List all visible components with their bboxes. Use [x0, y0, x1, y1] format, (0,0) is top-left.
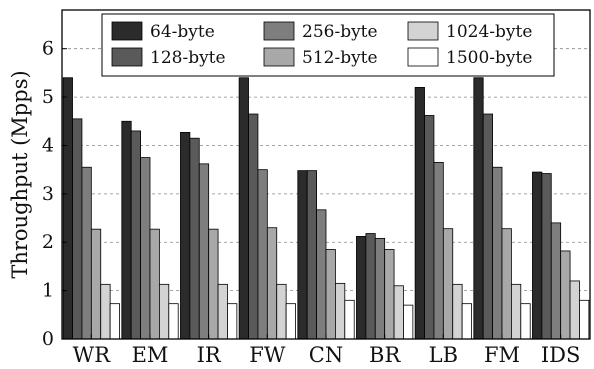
- bar-512-byte-IR: [208, 228, 219, 340]
- bar-1024-byte-IDS: [569, 280, 580, 340]
- x-category-label: BR: [369, 343, 401, 367]
- legend-swatch-256-byte: [263, 21, 295, 41]
- bar-1500-byte-IDS: [579, 299, 590, 340]
- x-category-label: EM: [132, 343, 169, 367]
- bar-64-byte-IDS: [532, 171, 543, 340]
- bar-128-byte-LB: [424, 115, 435, 340]
- bar-64-byte-FW: [238, 77, 249, 340]
- bar-512-byte-EM: [149, 228, 160, 340]
- bar-512-byte-IDS: [560, 250, 571, 340]
- bar-1024-byte-FM: [510, 283, 522, 340]
- legend-swatch-512-byte: [263, 47, 295, 67]
- bar-64-byte-CN: [297, 170, 308, 340]
- x-category-label: FM: [484, 343, 520, 367]
- bar-512-byte-BR: [384, 249, 395, 340]
- bar-64-byte-FM: [473, 77, 484, 340]
- x-category-label: IDS: [541, 343, 581, 367]
- bar-256-byte-FW: [257, 169, 268, 340]
- legend-swatch-64-byte: [111, 21, 143, 41]
- bar-1024-byte-IR: [217, 283, 228, 340]
- legend-label: 512-byte: [302, 48, 378, 68]
- y-tick-label: 3: [42, 183, 54, 205]
- legend-label: 128-byte: [150, 48, 226, 68]
- bar-1500-byte-FM: [520, 303, 531, 340]
- bar-256-byte-EM: [140, 157, 151, 340]
- y-tick-label: 1: [42, 280, 54, 302]
- bar-64-byte-EM: [121, 120, 132, 340]
- y-tick-label: 4: [42, 134, 54, 156]
- bar-1500-byte-FW: [285, 303, 296, 340]
- bar-1024-byte-CN: [334, 282, 346, 340]
- legend-label: 1024-byte: [446, 22, 532, 42]
- x-category-label: WR: [73, 343, 112, 367]
- bars: [62, 77, 590, 340]
- bar-1500-byte-WR: [109, 303, 120, 340]
- bar-1500-byte-CN: [344, 299, 355, 340]
- bar-1024-byte-FW: [276, 283, 287, 340]
- bar-256-byte-FM: [492, 166, 503, 340]
- bar-1500-byte-BR: [403, 304, 414, 340]
- legend-swatch-1024-byte: [407, 21, 439, 41]
- y-axis-label: Throughput (Mpps): [8, 70, 32, 278]
- legend: 64-byte 128-byte 256-byte 512-byte 1024-byte…: [101, 13, 555, 77]
- bar-128-byte-BR: [365, 233, 376, 340]
- legend-box: [101, 13, 555, 77]
- bar-128-byte-FM: [482, 113, 494, 340]
- bar-128-byte-IR: [189, 137, 200, 340]
- legend-swatch-128-byte: [111, 47, 143, 67]
- bar-128-byte-WR: [72, 118, 83, 340]
- legend-swatch-1500-byte: [407, 47, 439, 67]
- bar-512-byte-FW: [266, 227, 278, 340]
- bar-256-byte-BR: [374, 237, 386, 340]
- bar-128-byte-EM: [130, 130, 141, 340]
- legend-label: 1500-byte: [446, 48, 532, 68]
- y-tick-label: 5: [42, 86, 54, 108]
- bar-256-byte-WR: [81, 166, 92, 340]
- bar-256-byte-CN: [316, 209, 327, 340]
- bar-512-byte-CN: [325, 249, 336, 340]
- bar-128-byte-FW: [248, 113, 259, 340]
- bar-1024-byte-BR: [393, 285, 404, 340]
- bar-64-byte-LB: [414, 87, 425, 340]
- bar-1024-byte-WR: [100, 283, 111, 340]
- y-tick-label: 6: [42, 38, 54, 60]
- bar-128-byte-IDS: [541, 173, 552, 340]
- bar-64-byte-BR: [356, 236, 367, 340]
- bar-256-byte-IR: [198, 163, 210, 340]
- bar-64-byte-WR: [62, 77, 73, 340]
- x-category-label: IR: [197, 343, 222, 367]
- bar-256-byte-IDS: [550, 222, 562, 340]
- bar-64-byte-IR: [180, 132, 191, 340]
- legend-label: 64-byte: [150, 22, 215, 42]
- bar-256-byte-LB: [433, 162, 444, 340]
- x-category-label: LB: [429, 343, 458, 367]
- x-axis-categories: WR EM IR FW CN BR LB FM IDS: [73, 334, 581, 367]
- bar-1024-byte-LB: [452, 283, 463, 340]
- bar-512-byte-FM: [501, 228, 512, 340]
- bar-512-byte-WR: [90, 228, 102, 340]
- x-category-label: CN: [309, 343, 343, 367]
- bar-512-byte-LB: [442, 228, 454, 340]
- y-axis-ticks: 0 1 2 3 4 5 6: [42, 38, 67, 350]
- legend-label: 256-byte: [302, 22, 378, 42]
- bar-1500-byte-IR: [227, 303, 238, 340]
- bar-1500-byte-LB: [461, 303, 472, 340]
- bar-128-byte-CN: [306, 170, 318, 340]
- bar-1024-byte-EM: [158, 283, 170, 340]
- y-tick-label: 2: [42, 231, 54, 253]
- x-category-label: FW: [249, 343, 286, 367]
- bar-1500-byte-EM: [168, 303, 179, 340]
- y-tick-label: 0: [42, 328, 54, 350]
